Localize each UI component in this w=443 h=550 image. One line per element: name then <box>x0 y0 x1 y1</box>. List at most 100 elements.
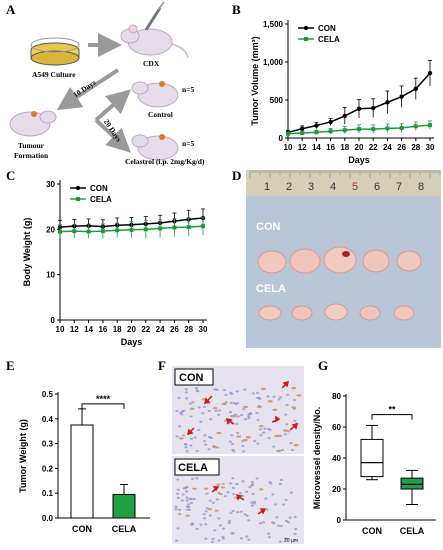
cell-nucleus <box>231 486 235 490</box>
stained-vessel <box>242 438 248 442</box>
data-point-con <box>342 113 347 119</box>
data-point-cela <box>413 124 418 129</box>
cell-nucleus <box>189 415 193 418</box>
cell-nucleus <box>265 508 269 511</box>
panel-letter-a: A <box>6 2 16 17</box>
data-point-con <box>413 86 418 92</box>
cell-nucleus <box>180 410 185 413</box>
panel-f-histology: CON CELA 20 μm <box>172 366 304 544</box>
y-tick-label: 0.5 <box>42 390 54 399</box>
cell-nucleus <box>294 528 298 531</box>
cell-nucleus <box>236 415 240 418</box>
culture-label: A549 Culture <box>32 70 76 79</box>
stained-vessel <box>257 405 263 409</box>
significance-label: ** <box>388 405 396 415</box>
photo-con-label: CON <box>256 221 281 233</box>
cell-nucleus <box>176 492 180 495</box>
data-point-con <box>399 94 404 99</box>
cell-nucleus <box>256 442 260 445</box>
cell-nucleus <box>266 532 271 535</box>
ruler-ticks <box>249 170 441 178</box>
cell-nucleus <box>189 501 193 505</box>
cell-nucleus <box>262 431 266 434</box>
bar-con <box>70 424 94 519</box>
stained-vessel <box>215 483 221 486</box>
tumour-label-2: Formation <box>14 151 49 160</box>
y-tick-label: 0.1 <box>42 489 54 498</box>
cela-tumours <box>258 303 415 321</box>
y-tick-label: 0 <box>51 316 56 325</box>
stained-vessel <box>216 431 222 435</box>
cell-nucleus <box>243 418 248 421</box>
y-tick-label: 20 <box>332 485 341 494</box>
stained-vessel <box>296 394 302 397</box>
cell-nucleus <box>245 535 249 538</box>
histology-con-box <box>174 368 214 386</box>
cell-nucleus <box>231 532 235 535</box>
x-axis-label: Days <box>348 155 370 165</box>
cell-nucleus <box>197 428 201 432</box>
cell-nucleus <box>185 490 189 493</box>
y-tick-label: 0.2 <box>42 464 54 473</box>
panel-letter-b: B <box>232 2 241 17</box>
cell-nucleus <box>239 413 244 417</box>
cell-nucleus <box>286 393 290 396</box>
cell-nucleus <box>192 497 196 501</box>
cell-nucleus <box>208 499 212 502</box>
stained-vessel <box>282 429 288 432</box>
stained-vessel <box>272 408 278 412</box>
cell-nucleus <box>207 409 211 413</box>
stained-vessel <box>276 449 282 453</box>
cell-nucleus <box>211 537 215 540</box>
x-tick-label: 28 <box>411 143 420 152</box>
cell-nucleus <box>176 527 180 530</box>
cell-nucleus <box>234 496 238 499</box>
legend-label-cela: CELA <box>90 195 112 204</box>
cell-nucleus <box>235 422 239 425</box>
cell-nucleus <box>252 502 257 505</box>
legend-marker-con <box>75 185 81 191</box>
data-point-con <box>356 106 362 111</box>
cell-nucleus <box>178 512 182 516</box>
cell-nucleus <box>250 484 254 487</box>
mouse-control-icon <box>131 81 179 108</box>
panel-b-chart: 0 500 1,000 1,500 10 12 14 16 18 20 22 24 26 28 30 Days… <box>250 20 435 165</box>
cell-nucleus <box>289 441 293 445</box>
photo-cela-label: CELA <box>256 283 286 295</box>
data-point-cela <box>328 129 333 134</box>
cell-nucleus <box>247 538 251 541</box>
cell-nucleus <box>289 491 293 494</box>
panel-letter-e: E <box>6 358 15 373</box>
cell-nucleus <box>267 427 271 431</box>
x-tick-label: 16 <box>326 143 335 152</box>
data-point-cela <box>314 130 319 135</box>
bar-cela <box>112 493 136 519</box>
y-tick-label: 10 <box>46 271 55 280</box>
cell-nucleus <box>292 399 297 402</box>
cell-nucleus <box>188 402 192 405</box>
cell-nucleus <box>239 510 243 513</box>
cell-nucleus <box>258 397 262 400</box>
data-point-cela <box>100 229 105 234</box>
cell-nucleus <box>175 435 179 438</box>
cell-nucleus <box>239 537 244 540</box>
x-tick-label: 10 <box>284 143 293 152</box>
cell-nucleus <box>213 529 217 532</box>
y-tick-label: 1,500 <box>263 20 284 29</box>
legend-marker-cela <box>76 197 80 201</box>
cell-nucleus <box>261 521 266 524</box>
stained-vessel <box>212 406 218 410</box>
cell-nucleus <box>174 508 178 511</box>
cell-nucleus <box>229 512 233 515</box>
cell-nucleus <box>241 450 246 453</box>
cell-nucleus <box>176 496 180 499</box>
y-tick-label: 0.0 <box>42 514 54 523</box>
cell-nucleus <box>184 397 189 400</box>
data-point-cela <box>158 226 163 231</box>
x-tick-label: 20 <box>355 143 364 152</box>
cell-nucleus <box>228 411 233 414</box>
cell-nucleus <box>223 495 227 498</box>
x-tick-label: 20 <box>127 325 136 334</box>
cell-nucleus <box>290 448 295 452</box>
data-point-con <box>371 105 376 111</box>
